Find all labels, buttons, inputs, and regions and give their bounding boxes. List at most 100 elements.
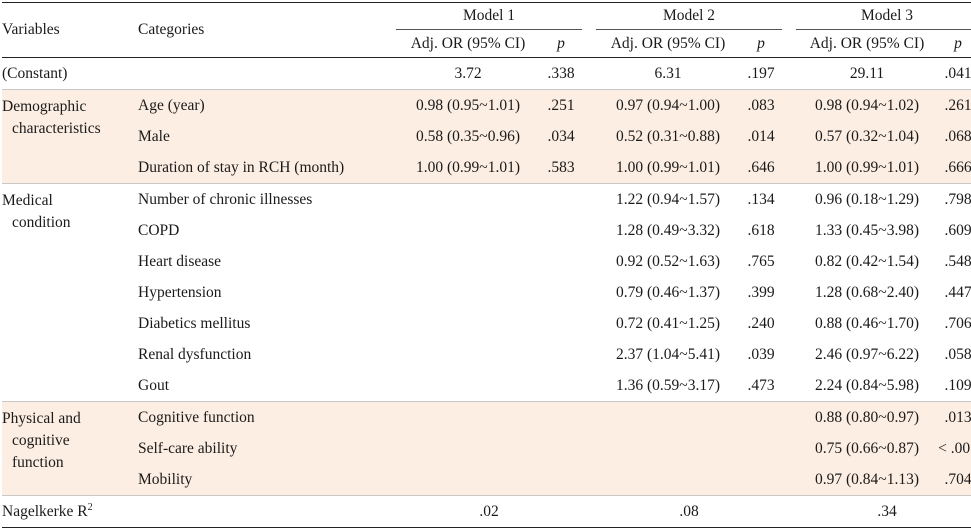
category-label: Cognitive function [138,401,396,433]
table-cell [396,277,540,308]
header-row-measures: Adj. OR (95% CI) p Adj. OR (95% CI) p Ad… [2,29,971,58]
table-cell [740,401,782,433]
table-cell: .083 [740,89,782,121]
table-cell: 2.46 (0.97~6.22) [815,346,919,363]
table-cell: 1.00 (0.99~1.01) [596,152,740,184]
table-cell: 0.97 (0.94~1.00) [596,89,740,121]
table-cell [540,215,582,246]
table-cell: .109 [944,377,971,394]
table-cell: 0.57 (0.32~1.04) [796,121,938,152]
table-cell: 0.97 (0.84~1.13) [796,464,938,496]
table-cell: 0.98 (0.94~1.02) [796,89,938,121]
table-cell: .583 [540,152,582,184]
table-cell [596,464,740,496]
category-label: Male [138,121,396,152]
table-cell: 0.52 (0.31~0.88) [596,121,740,152]
table-cell: .609 [944,222,971,239]
table-cell: 0.88 (0.80~0.97) [796,401,938,433]
table-cell: .02 [396,495,582,528]
table-cell [540,308,582,339]
table-cell: .34 [796,495,971,528]
table-cell: 1.28 (0.49~3.32) [616,222,720,239]
table-cell: .068 [938,121,971,152]
table-cell: .548 [944,253,971,270]
table-cell [540,370,582,402]
model-3-header: Model 3 [796,2,971,30]
category-label: Hypertension [138,284,222,301]
table-cell: .039 [747,346,775,363]
table-cell: .646 [740,152,782,184]
group-label: Physical and cognitive function [2,401,138,496]
table-cell: .473 [747,377,775,394]
table-cell [540,433,582,464]
table-cell: 2.24 (0.84~5.98) [815,377,919,394]
table-cell: < .001 [938,433,971,464]
table-cell: .765 [747,253,775,270]
table-cell: 0.75 (0.66~0.87) [796,433,938,464]
table-cell: .447 [944,284,971,301]
table-cell [396,370,540,402]
constant-label: (Constant) [2,65,68,82]
variables-header: Variables [2,2,138,58]
table-cell: 0.79 (0.46~1.37) [616,284,720,301]
group-label: Demographic characteristics [2,89,138,184]
table-cell: .704 [938,464,971,496]
table-cell: .014 [740,121,782,152]
table-cell: 1.36 (0.59~3.17) [616,377,720,394]
nagelkerke-label: Nagelkerke R2 [2,495,138,528]
table-cell: .041 [944,65,971,82]
table-cell: .618 [747,222,775,239]
table-cell: .013 [938,401,971,433]
table-cell [396,215,540,246]
category-label: Gout [138,377,169,394]
table-cell: .666 [938,152,971,184]
table-cell [740,464,782,496]
model-1-p-header: p [540,29,582,58]
table-cell [540,277,582,308]
table-cell [540,401,582,433]
table-cell: .240 [747,315,775,332]
table-row: Medical condition Number of chronic illnes… [2,183,971,402]
table-row: Duration of stay in RCH (month) 1.00 (0.9… [2,152,971,184]
table-cell: .134 [740,183,782,215]
table-cell: 1.33 (0.45~3.98) [815,222,919,239]
group-label: Medical condition [2,183,138,402]
categories-header: Categories [138,2,396,58]
table-row: Physical and cognitive function Cognitive f… [2,401,971,496]
table-cell: .261 [938,89,971,121]
category-label: Self-care ability [138,433,396,464]
model-3-or-header: Adj. OR (95% CI) [796,29,938,58]
table-cell: 0.98 (0.95~1.01) [396,89,540,121]
table-cell: 2.37 (1.04~5.41) [616,346,720,363]
table-row: Gout 1.36 (0.59~3.17) .473 2.24 (0.84~5.98)… [2,370,971,402]
table-cell: 1.00 (0.99~1.01) [396,152,540,184]
table-row: Diabetics mellitus 0.72 (0.41~1.25) .240 0.… [2,308,971,339]
table-cell [396,464,540,496]
table-row: Demographic characteristics Age (year) 0.98… [2,89,971,184]
table-cell [396,308,540,339]
table-cell: .338 [547,65,575,82]
table-cell: 1.00 (0.99~1.01) [796,152,938,184]
table-row: Self-care ability 0.75 (0.66~0.87)< .001 [2,433,971,464]
table-cell: .197 [747,65,775,82]
category-label: Mobility [138,464,396,496]
table-cell [396,339,540,370]
category-label: Number of chronic illnesses [138,183,396,215]
nagelkerke-row: Nagelkerke R2 .02 .08 .34 [2,495,971,528]
header-row-models: Variables Categories Model 1 Model 2 Mod… [2,2,971,58]
table-cell [396,433,540,464]
table-cell [396,401,540,433]
table-cell [540,339,582,370]
table-row: Mobility 0.97 (0.84~1.13) .704 [2,464,971,496]
table-cell: .08 [596,495,782,528]
table-cell [596,433,740,464]
table-cell [396,246,540,277]
model-1-or-header: Adj. OR (95% CI) [396,29,540,58]
category-label: COPD [138,222,180,239]
table-cell: 0.96 (0.18~1.29) [796,183,938,215]
category-label: Heart disease [138,253,222,270]
table-cell: 0.58 (0.35~0.96) [396,121,540,152]
table-cell [396,183,540,215]
model-2-p-header: p [740,29,782,58]
